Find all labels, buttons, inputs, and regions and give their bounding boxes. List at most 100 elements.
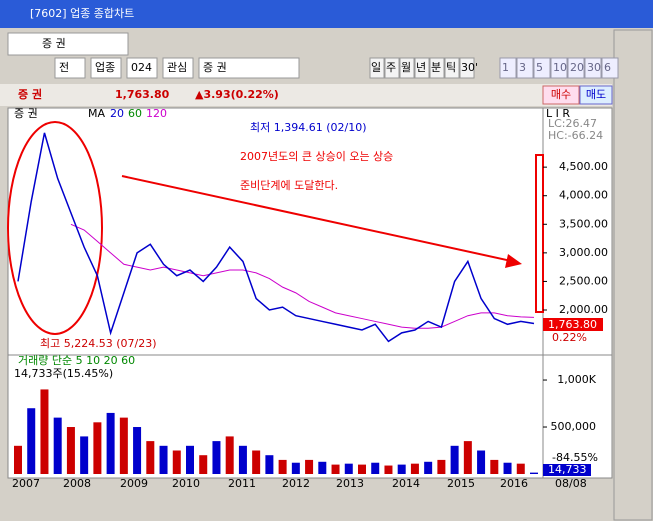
volume-text: 14,733주(15.45%): [14, 367, 113, 380]
volume-bar: [133, 427, 142, 474]
x-tick-label: 2010: [172, 477, 200, 490]
count-button[interactable]: [533, 57, 551, 79]
volume-bar: [106, 412, 115, 474]
volume-bar: [358, 464, 366, 474]
ma-20: 20: [110, 107, 124, 120]
ma-60: 60: [128, 107, 142, 120]
period-button[interactable]: [459, 57, 475, 79]
period-button[interactable]: [444, 57, 460, 79]
volume-bar: [186, 445, 194, 474]
count-label: 30: [587, 61, 601, 74]
toolbar-field[interactable]: [54, 57, 86, 79]
toolbar-field[interactable]: [90, 57, 122, 79]
y-tick-label: 500,000: [551, 420, 597, 433]
volume-bar: [27, 408, 36, 474]
period-button[interactable]: [414, 57, 430, 79]
volume-bar: [172, 450, 181, 474]
count-button[interactable]: [601, 57, 619, 79]
period-label: 분: [431, 61, 441, 74]
toolbar-field[interactable]: [198, 57, 300, 79]
toolbar-field[interactable]: [126, 57, 158, 79]
volume-bar: [410, 463, 419, 474]
window-title: [7602] 업종 종합차트: [30, 7, 134, 20]
volume-bar: [252, 450, 261, 474]
y-tick-label: 2,500.00: [559, 274, 608, 287]
period-label: 년: [416, 61, 426, 74]
volume-bar: [490, 459, 499, 474]
x-tick-label: 2009: [120, 477, 148, 490]
x-tick-label: 2008: [63, 477, 91, 490]
annotation-line-1: 2007년도의 큰 상승이 오는 상승: [240, 150, 393, 163]
count-label: 1: [502, 61, 509, 74]
count-button[interactable]: [584, 57, 602, 79]
info-row: [0, 84, 612, 106]
title-bar: [0, 0, 653, 28]
lc: LC:26.47: [548, 117, 597, 130]
count-label: 20: [570, 61, 584, 74]
info-name: 증 권: [18, 88, 42, 101]
y-tick-label: 4,500.00: [559, 160, 608, 173]
x-tick-label: 2014: [392, 477, 420, 490]
period-button[interactable]: [369, 57, 385, 79]
volume-legend: 거래량 단순 5 10 20 60: [18, 354, 135, 367]
period-label: 틱: [446, 61, 456, 74]
x-tick-label: 2016: [500, 477, 528, 490]
arrow-head: [505, 254, 522, 268]
volume-bar: [503, 462, 512, 474]
period-label: 일: [371, 60, 381, 74]
count-button[interactable]: [516, 57, 534, 79]
legend-name: 증 권: [14, 107, 38, 120]
volume-current: 14,733: [548, 463, 587, 476]
buy-button[interactable]: [542, 85, 580, 105]
volume-pct: -84.55%: [552, 451, 598, 464]
range-bar: [535, 154, 544, 313]
period-label: 주: [386, 61, 396, 74]
period-button[interactable]: [429, 57, 445, 79]
ma120-line: [70, 223, 535, 329]
volume-bar: [159, 445, 168, 474]
volume-bar: [371, 462, 380, 474]
trend-arrow: [121, 175, 517, 263]
period-label: 30': [461, 61, 478, 74]
count-label: 5: [536, 61, 543, 74]
volume-bar: [212, 441, 221, 474]
toolbar-field[interactable]: [162, 57, 194, 79]
current-price-box: [543, 318, 603, 331]
high-note: 최고 5,224.53 (07/23): [40, 337, 157, 350]
x-tick-label: 2015: [447, 477, 475, 490]
volume-bar: [331, 464, 340, 474]
volume-bar: [93, 422, 102, 474]
volume-bar: [278, 459, 287, 474]
count-button[interactable]: [499, 57, 517, 79]
sell-label: 매도: [586, 88, 606, 101]
hc: HC:-66.24: [548, 129, 603, 142]
y-tick-label: 3,500.00: [559, 217, 608, 230]
count-button[interactable]: [550, 57, 568, 79]
volume-bar: [14, 445, 22, 474]
volume-bar: [119, 417, 128, 474]
volume-bar: [477, 450, 486, 474]
period-button[interactable]: [384, 57, 400, 79]
volume-bar: [53, 417, 62, 474]
x-tick-label: 2007: [12, 477, 40, 490]
y-tick-label: 3,000.00: [559, 246, 608, 259]
volume-bar: [146, 441, 155, 474]
tab-label: 증 권: [42, 37, 66, 50]
volume-bar: [450, 445, 459, 474]
toolbar-text: 증 권: [203, 61, 227, 74]
y-tick-label: 1,000K: [557, 373, 596, 386]
x-tick-label: 2011: [228, 477, 256, 490]
count-button[interactable]: [567, 57, 585, 79]
current-pct: 0.22%: [552, 331, 587, 344]
volume-bar: [66, 427, 75, 474]
toolbar-text: 전: [59, 61, 69, 74]
info-change: ▲3.93(0.22%): [195, 88, 279, 101]
current-price: 1,763.80: [548, 318, 597, 331]
sell-button[interactable]: [579, 85, 613, 105]
period-label: 월: [401, 61, 411, 74]
side-toolbar: [613, 29, 653, 521]
tab[interactable]: [7, 32, 129, 56]
period-button[interactable]: [399, 57, 415, 79]
